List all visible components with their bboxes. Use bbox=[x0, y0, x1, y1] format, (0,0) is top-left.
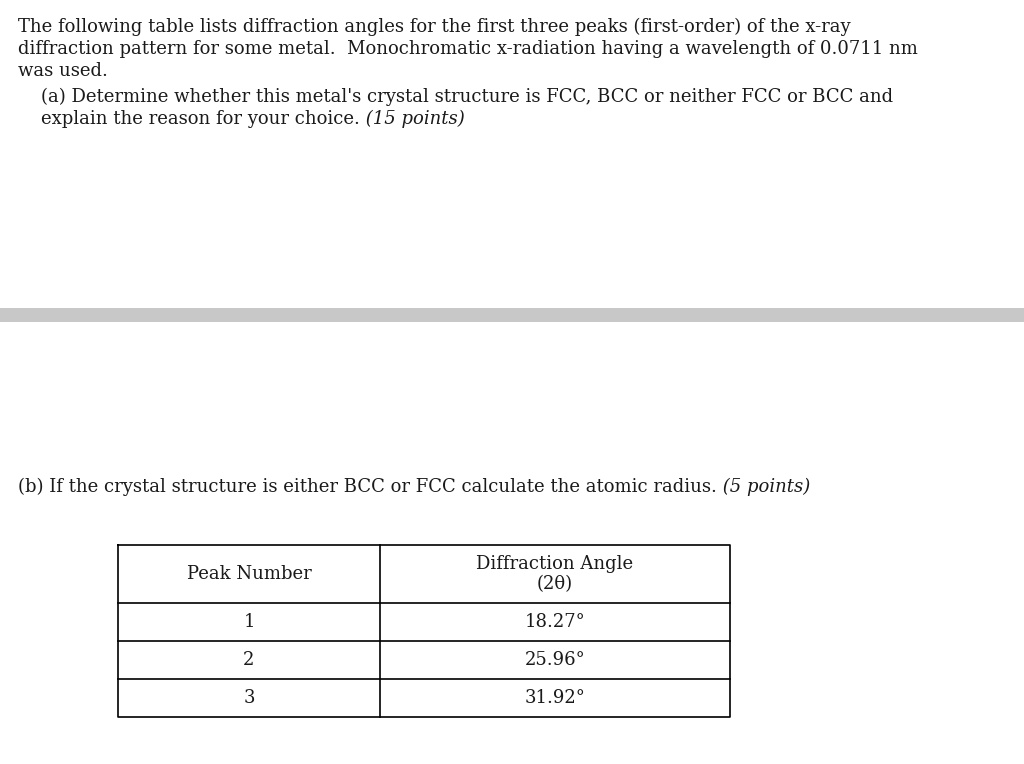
Text: 31.92°: 31.92° bbox=[524, 689, 586, 707]
Text: 2: 2 bbox=[244, 651, 255, 669]
Text: diffraction pattern for some metal.  Monochromatic x-radiation having a waveleng: diffraction pattern for some metal. Mono… bbox=[18, 40, 918, 58]
Text: was used.: was used. bbox=[18, 62, 108, 80]
Bar bbox=[0, 308, 1024, 322]
Text: (b) If the crystal structure is either BCC or FCC calculate the atomic radius.: (b) If the crystal structure is either B… bbox=[18, 478, 717, 497]
Text: (5 points): (5 points) bbox=[717, 478, 810, 497]
Text: (2θ): (2θ) bbox=[537, 575, 573, 593]
Text: (15 points): (15 points) bbox=[359, 110, 465, 128]
Text: 25.96°: 25.96° bbox=[524, 651, 586, 669]
Text: (a) Determine whether this metal's crystal structure is FCC, BCC or neither FCC : (a) Determine whether this metal's cryst… bbox=[18, 88, 893, 106]
Text: 3: 3 bbox=[244, 689, 255, 707]
Text: explain the reason for your choice.: explain the reason for your choice. bbox=[18, 110, 359, 128]
Text: Diffraction Angle: Diffraction Angle bbox=[476, 555, 634, 573]
Text: Peak Number: Peak Number bbox=[186, 565, 311, 583]
Text: 18.27°: 18.27° bbox=[524, 613, 586, 631]
Text: The following table lists diffraction angles for the first three peaks (first-or: The following table lists diffraction an… bbox=[18, 18, 851, 36]
Text: 1: 1 bbox=[244, 613, 255, 631]
